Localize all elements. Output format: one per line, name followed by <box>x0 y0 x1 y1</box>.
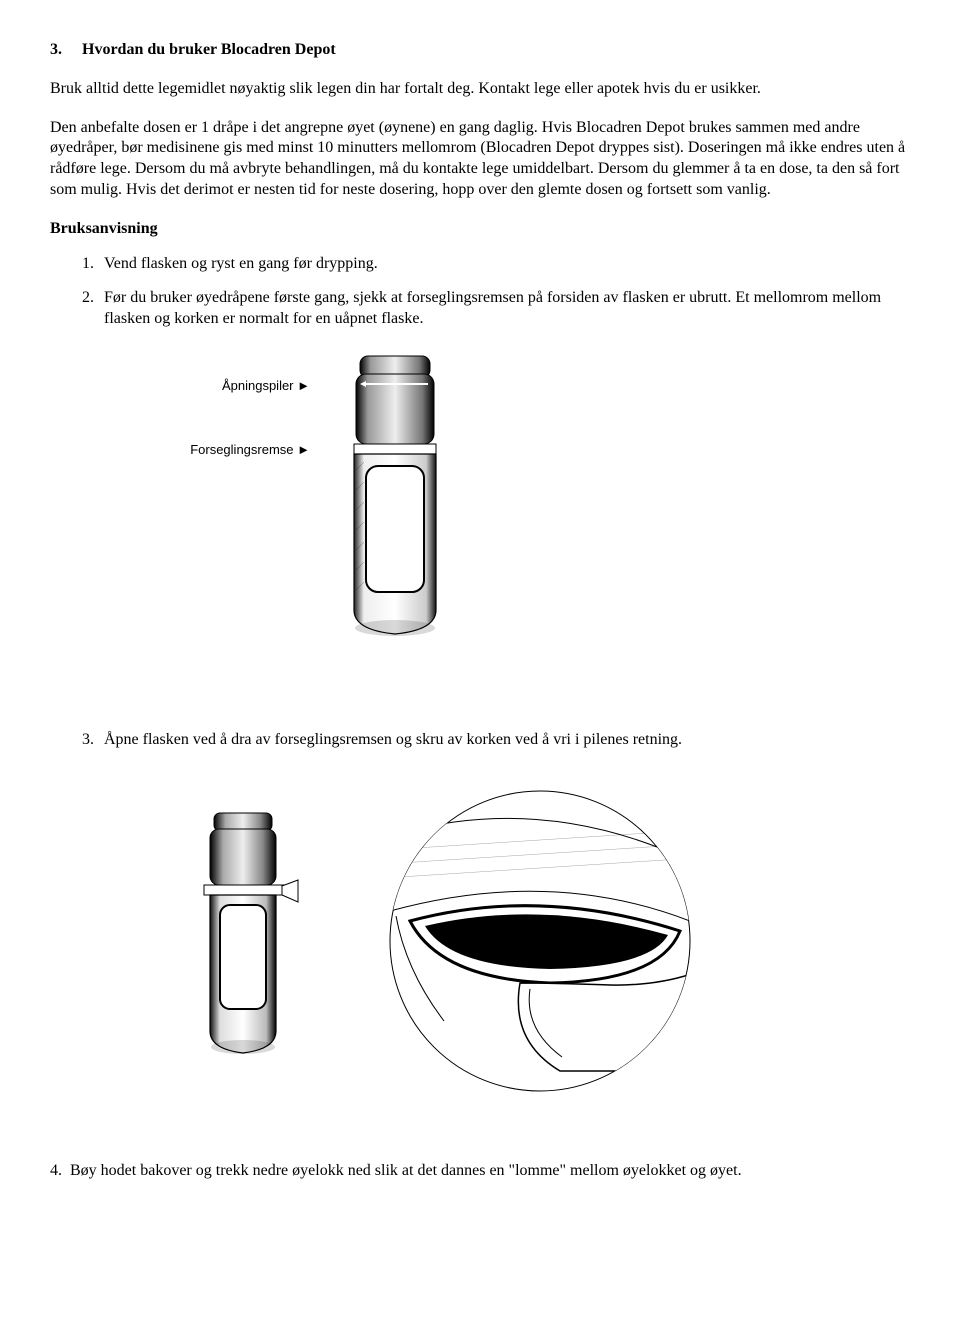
step-4: 4. Bøy hodet bakover og trekk nedre øyel… <box>50 1161 910 1182</box>
label-opening-arrows: Åpningspiler ► <box>222 378 310 395</box>
section-heading: 3. Hvordan du bruker Blocadren Depot <box>50 40 910 61</box>
step-2: Før du bruker øyedråpene første gang, sj… <box>98 288 910 330</box>
bottle-illustration-icon <box>330 350 460 647</box>
label-seal-strip: Forseglingsremse ► <box>190 442 310 459</box>
section-title: Hvordan du bruker Blocadren Depot <box>82 41 336 58</box>
step-3: Åpne flasken ved å dra av forseglingsrem… <box>98 730 910 751</box>
section-number: 3. <box>50 40 78 61</box>
instructions-list: Vend flasken og ryst en gang før dryppin… <box>50 254 910 330</box>
figure-bottle-labeled: Åpningspiler ► Forseglingsremse ► <box>50 360 910 660</box>
intro-paragraph-2: Den anbefalte dosen er 1 dråpe i det ang… <box>50 118 910 201</box>
instructions-heading: Bruksanvisning <box>50 219 910 240</box>
instructions-list-cont: Åpne flasken ved å dra av forseglingsrem… <box>50 730 910 751</box>
step-4-text: Bøy hodet bakover og trekk nedre øyelokk… <box>70 1162 742 1179</box>
bottle-eye-illustration-icon <box>190 771 710 1118</box>
step-1: Vend flasken og ryst en gang før dryppin… <box>98 254 910 275</box>
intro-paragraph-1: Bruk alltid dette legemidlet nøyaktig sl… <box>50 79 910 100</box>
figure-bottle-and-eye <box>50 771 910 1111</box>
